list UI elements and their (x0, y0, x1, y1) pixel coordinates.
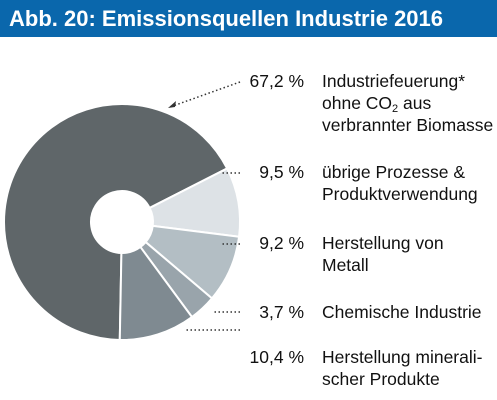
leader-arrowhead (168, 101, 176, 108)
legend-label-line: Herstellung minerali- (322, 347, 483, 367)
leader-line (169, 81, 241, 108)
legend-label-line: Chemische Industrie (322, 302, 482, 322)
value-label-metall: 9,2 % (259, 233, 304, 253)
legend-label-line: Metall (322, 255, 369, 275)
legend-label-mineral: Herstellung minerali- scher Produkte (322, 346, 497, 390)
legend-label-line: verbrannter Biomasse (322, 115, 494, 135)
legend-label-line: Produktverwendung (322, 184, 478, 204)
value-label-industriefeuerung: 67,2 % (249, 71, 304, 91)
value-label-chemie: 3,7 % (259, 302, 304, 322)
title-bar: Abb. 20: Emissionsquellen Industrie 2016 (0, 0, 497, 37)
value-label-mineral: 10,4 % (249, 347, 304, 367)
figure-title: Abb. 20: Emissionsquellen Industrie 2016 (9, 6, 444, 31)
legend-label-line: Industriefeuerung* (322, 71, 466, 91)
legend-label-metall: Herstellung von Metall (322, 232, 497, 276)
legend-label-industriefeuerung: Industriefeuerung* ohne CO2 aus verbrann… (322, 70, 497, 136)
legend-label-chemie: Chemische Industrie (322, 301, 497, 323)
legend-label-line: übrige Prozesse & (322, 162, 465, 182)
legend-label-uebrige-prozesse: übrige Prozesse & Produktverwendung (322, 161, 497, 205)
slice-industriefeuerung (3, 103, 229, 341)
legend-label-line: scher Produkte (322, 369, 440, 389)
legend-label-line: Herstellung von (322, 233, 444, 253)
value-label-uebrige-prozesse: 9,5 % (259, 162, 304, 182)
slice-mineral (118, 245, 194, 341)
legend-label-line: ohne CO2 aus (322, 93, 432, 115)
